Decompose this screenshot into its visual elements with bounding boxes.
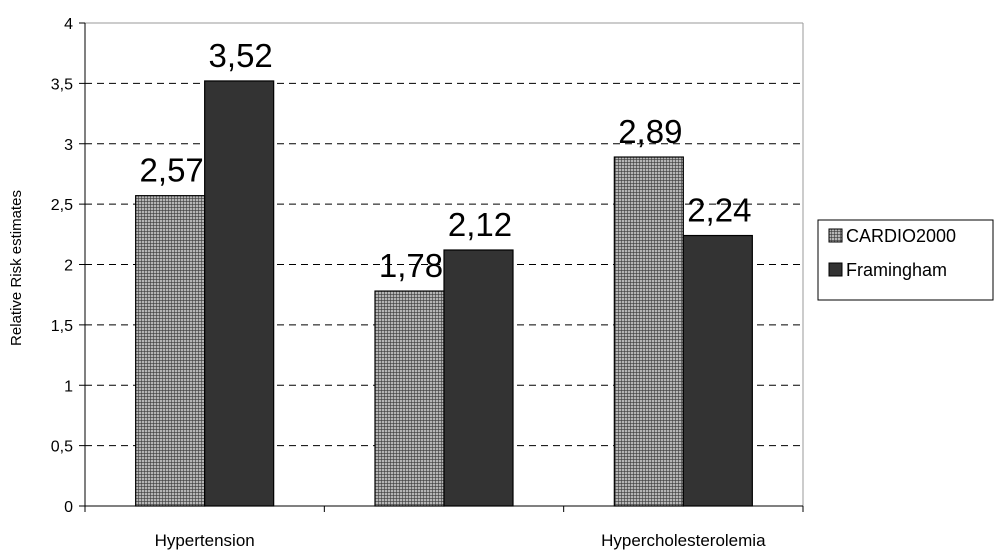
data-label: 2,89 <box>618 113 682 150</box>
y-tick-label: 4 <box>64 16 73 33</box>
y-tick-label: 2 <box>64 258 73 275</box>
data-label: 2,57 <box>140 152 204 189</box>
data-label: 1,78 <box>379 247 443 284</box>
legend-box <box>817 219 994 301</box>
y-tick-label: 1 <box>64 378 73 395</box>
y-axis-label: Relative Risk estimates <box>8 190 25 346</box>
bar-framingham <box>204 80 275 507</box>
legend-label: Framingham <box>846 260 947 280</box>
bar-cardio2000 <box>374 290 445 507</box>
x-tick-label: Hypertension <box>155 531 255 550</box>
y-tick-label: 3 <box>64 137 73 154</box>
legend-swatch <box>828 228 843 243</box>
data-label: 2,12 <box>448 206 512 243</box>
bar-cardio2000 <box>613 156 684 507</box>
bar-framingham <box>443 249 514 507</box>
axes: 0 0,5 1 1,5 2 2,5 3 3,5 4 Hypertension Hypercholes… <box>51 16 804 550</box>
y-tick-label: 3,5 <box>51 76 73 93</box>
y-tick-label: 2,5 <box>51 197 73 214</box>
y-tick-label: 1,5 <box>51 318 73 335</box>
x-tick-label: Hypercholesterolemia <box>601 531 766 550</box>
data-label: 3,52 <box>209 37 273 74</box>
bar-framingham <box>682 234 753 507</box>
y-tick-label: 0 <box>64 499 73 516</box>
legend: CARDIO2000 Framingham <box>817 219 994 301</box>
data-label: 2,24 <box>687 192 751 229</box>
legend-swatch <box>828 262 843 277</box>
bars <box>135 80 753 507</box>
y-tick-label: 0,5 <box>51 439 73 456</box>
bar-cardio2000 <box>135 195 206 507</box>
legend-label: CARDIO2000 <box>846 226 956 246</box>
data-labels: 2,57 3,52 1,782,12 2,89 2,24 <box>140 37 752 284</box>
